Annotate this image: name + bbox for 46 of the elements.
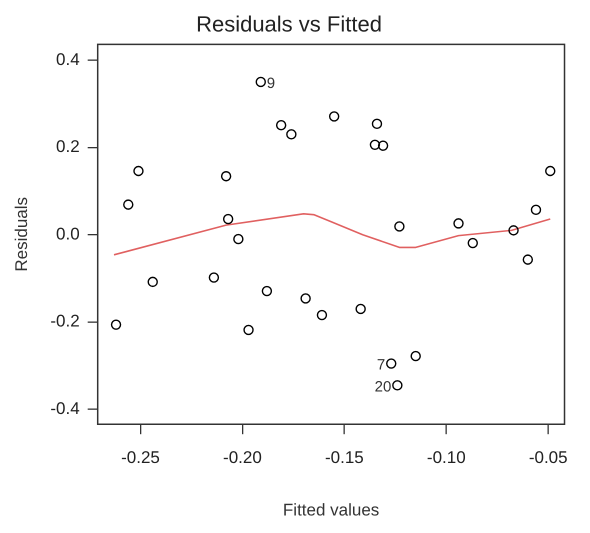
point <box>372 118 382 130</box>
y-axis-title: Residuals <box>12 196 31 272</box>
point <box>208 272 220 283</box>
y-tick-label: -0.2 <box>50 312 80 331</box>
annotation: 9 <box>266 75 276 92</box>
point <box>222 214 234 224</box>
chart-title: Residuals vs Fitted <box>196 11 382 36</box>
point <box>300 293 311 304</box>
x-tick-label: -0.25 <box>121 448 160 468</box>
point <box>530 204 542 216</box>
x-axis-title: Fitted values <box>282 500 380 520</box>
point <box>220 171 232 182</box>
point <box>392 380 403 391</box>
y-tick-label: 0.0 <box>56 224 80 244</box>
annotation: 7 <box>376 356 386 374</box>
point <box>378 140 388 151</box>
point <box>233 234 244 244</box>
y-tick-label: 0.2 <box>56 137 80 156</box>
point <box>148 276 158 288</box>
point <box>316 310 328 320</box>
point <box>256 76 266 88</box>
point <box>370 140 380 150</box>
y-tick-label: -0.4 <box>50 399 80 418</box>
x-tick-label: -0.05 <box>528 448 568 468</box>
annotation: 20 <box>374 378 392 396</box>
point <box>286 129 297 140</box>
y-tick-label: 0.4 <box>56 50 80 69</box>
point <box>355 304 366 314</box>
point <box>508 225 519 236</box>
point <box>133 166 144 176</box>
point <box>386 358 396 369</box>
point <box>123 199 134 210</box>
point <box>545 166 556 176</box>
x-tick-label: -0.15 <box>324 448 364 468</box>
point <box>262 286 272 296</box>
point <box>394 221 405 232</box>
point <box>276 120 286 130</box>
point <box>453 218 464 229</box>
x-tick-label: -0.20 <box>223 448 262 468</box>
point <box>110 319 122 330</box>
point <box>243 324 254 336</box>
point <box>522 254 534 265</box>
x-tick-label: -0.10 <box>426 448 466 468</box>
point <box>328 111 340 122</box>
point <box>468 238 478 248</box>
point <box>410 350 421 362</box>
